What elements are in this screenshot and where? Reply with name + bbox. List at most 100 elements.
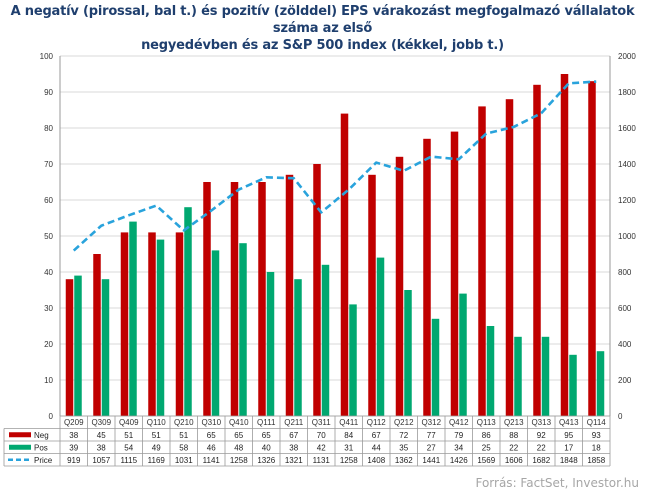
table-cell-price: 1858 [587,456,605,465]
bar-pos [459,293,467,416]
y-right-tick-label: 800 [618,268,632,277]
bar-neg [395,156,404,417]
x-category-label: Q114 [587,418,607,427]
table-cell-pos: 58 [179,443,188,452]
legend-key-pos [9,444,31,450]
bar-neg [175,232,184,416]
bar-neg [340,113,349,416]
price-line [72,80,597,252]
table-cell-pos: 18 [592,443,601,452]
table-cell-pos: 25 [482,443,491,452]
table-cell-pos: 22 [509,443,518,452]
x-category-label: Q413 [559,418,579,427]
bar-pos [74,275,82,416]
legend-label-neg: Neg [34,431,49,440]
x-category-label: Q210 [174,418,194,427]
bar-pos [156,239,165,416]
table-cell-price: 1258 [230,456,248,465]
bar-neg [285,174,294,416]
table-cell-price: 1115 [120,456,137,465]
y-left-tick-label: 70 [44,160,53,169]
table-cell-price: 1426 [450,456,468,465]
table-cell-price: 1569 [477,456,495,465]
table-cell-neg: 93 [592,431,601,440]
table-cell-neg: 77 [427,431,436,440]
y-right-tick-label: 1200 [618,196,636,205]
table-cell-neg: 51 [179,431,188,440]
bar-neg [93,254,101,416]
x-category-label: Q313 [531,418,551,427]
x-category-label: Q310 [201,418,221,427]
bar-pos [431,318,440,416]
table-cell-price: 1362 [395,456,413,465]
bar-neg [560,74,569,416]
table-cell-neg: 65 [207,431,216,440]
chart-title-line-2: negyedévben és az S&P 500 index (kékkel,… [141,38,504,53]
bar-neg [588,81,596,416]
table-cell-neg: 65 [262,431,271,440]
table-cell-price: 1169 [148,456,166,465]
bar-neg [65,279,74,416]
table-cell-neg: 70 [317,431,326,440]
table-cell-pos: 22 [537,443,546,452]
table-cell-pos: 31 [344,443,353,452]
table-cell-neg: 51 [124,431,133,440]
table-cell-neg: 86 [482,431,491,440]
legend-label-price: Price [34,456,53,465]
y-right-tick-label: 200 [618,376,632,385]
x-category-label: Q412 [449,418,469,427]
y-left-tick-label: 10 [44,376,53,385]
bar-pos [514,336,522,416]
legend-label-pos: Pos [34,443,48,452]
x-category-label: Q110 [147,418,167,427]
y-left-tick-label: 90 [44,88,53,97]
y-left-tick-label: 20 [44,340,53,349]
y-left-tick-label: 50 [44,232,53,241]
table-cell-pos: 46 [207,443,216,452]
table-cell-pos: 38 [289,443,298,452]
gridlines [60,55,610,417]
y-left-tick-label: 60 [44,196,53,205]
chart: 0102030405060708090100020040060080010001… [3,52,637,467]
data-table: Q209 Q309 Q409 Q110 Q210 Q310 Q410 Q111 Q211 Q311… [3,415,611,467]
bar-pos [321,264,330,416]
x-category-label: Q312 [421,418,441,427]
x-category-label: Q111 [257,418,276,427]
bar-pos [294,279,302,416]
table-cell-price: 1408 [367,456,385,465]
y-left-tick-label: 40 [44,268,53,277]
y-left-tick-label: 30 [44,304,53,313]
bar-pos [101,279,110,416]
x-category-label: Q409 [119,418,139,427]
table-cell-price: 1848 [560,456,578,465]
y-left-tick-label: 100 [40,52,54,61]
table-cell-price: 1441 [422,456,440,465]
table-cell-pos: 17 [564,443,573,452]
bar-pos [184,207,192,416]
table-cell-pos: 27 [427,443,436,452]
table-cell-pos: 49 [152,443,161,452]
x-category-label: Q112 [367,418,387,427]
y-right-tick-label: 1000 [618,232,636,241]
table-cell-pos: 48 [234,443,243,452]
table-cell-price: 1682 [532,456,550,465]
bar-pos [404,290,412,416]
table-cell-neg: 92 [537,431,546,440]
table-cell-price: 1141 [203,456,221,465]
bar-pos [596,351,605,416]
y-right-tick-label: 600 [618,304,632,313]
table-cell-pos: 35 [399,443,408,452]
chart-title: A negatív (pirossal, bal t.) és pozitív … [0,3,645,54]
y-right-tick-label: 1600 [618,124,636,133]
bar-neg [368,174,376,416]
x-category-label: Q211 [284,418,304,427]
table-cell-pos: 39 [69,443,78,452]
table-cell-neg: 67 [289,431,298,440]
table-cell-neg: 45 [97,431,106,440]
bar-pos [569,354,577,416]
legend-key-neg [9,432,31,438]
axes: 0102030405060708090100020040060080010001… [40,52,637,421]
bar-neg [478,106,486,417]
table-cell-price: 919 [67,456,81,465]
table-cell-neg: 65 [234,431,243,440]
